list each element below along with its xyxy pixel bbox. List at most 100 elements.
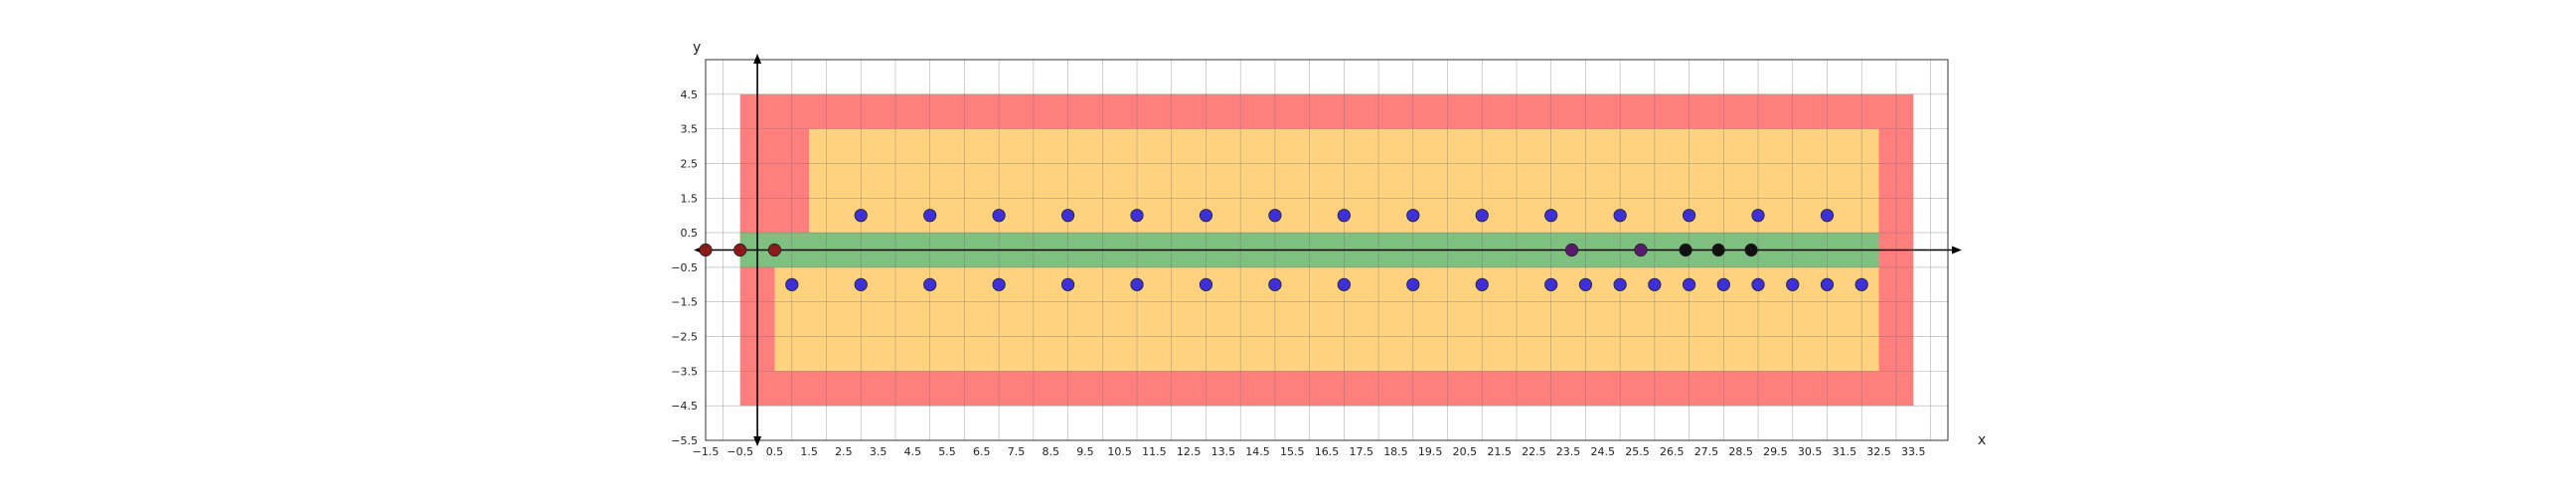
x-tick-label: 24.5: [1591, 445, 1616, 458]
x-tick-label: 5.5: [938, 445, 956, 458]
data-point: [767, 243, 782, 257]
region-2: [774, 266, 1879, 372]
y-tick-label: −5.5: [671, 434, 698, 447]
data-point: [1544, 209, 1558, 223]
x-tick-label: −0.5: [726, 445, 753, 458]
x-tick-label: 8.5: [1042, 445, 1059, 458]
x-tick-label: 2.5: [835, 445, 853, 458]
x-tick-label: 15.5: [1280, 445, 1305, 458]
data-point: [1682, 277, 1696, 291]
data-point: [992, 277, 1006, 291]
x-tick-label: 30.5: [1798, 445, 1823, 458]
data-point: [923, 209, 937, 223]
data-point: [1634, 243, 1648, 257]
points-layer: [699, 209, 1868, 291]
data-point: [1130, 277, 1144, 291]
x-tick-labels: −1.5 −0.5 0.5 1.5 2.5 3.5 4.5 5.5 6.5 7.5 8.5 9.5 10…: [693, 445, 1926, 458]
x-tick-label: 17.5: [1349, 445, 1373, 458]
x-tick-label: −1.5: [693, 445, 720, 458]
y-tick-label: −2.5: [671, 331, 698, 344]
x-tick-label: 7.5: [1008, 445, 1026, 458]
y-tick-label: −0.5: [671, 261, 698, 274]
x-tick-label: 32.5: [1866, 445, 1891, 458]
x-tick-label: 33.5: [1901, 445, 1926, 458]
y-axis-arrow-down: [753, 436, 762, 446]
data-point: [1613, 277, 1627, 291]
data-point: [1751, 209, 1765, 223]
data-point: [1475, 209, 1489, 223]
y-tick-label: 2.5: [681, 157, 699, 170]
data-point: [1060, 277, 1075, 291]
data-point: [1820, 277, 1835, 291]
x-tick-label: 13.5: [1211, 445, 1236, 458]
data-point: [1130, 209, 1144, 223]
x-tick-label: 18.5: [1383, 445, 1408, 458]
data-point: [1578, 277, 1593, 291]
data-point: [992, 209, 1006, 223]
y-tick-labels: −5.5 −4.5 −3.5 −2.5 −1.5 −0.5 0.5 1.5 2.5 3.5 4.5: [671, 88, 698, 447]
x-tick-label: 25.5: [1625, 445, 1650, 458]
data-point: [1406, 277, 1420, 291]
x-tick-label: 23.5: [1556, 445, 1581, 458]
x-tick-label: 31.5: [1833, 445, 1857, 458]
x-tick-label: 10.5: [1107, 445, 1132, 458]
y-tick-label: 1.5: [681, 192, 699, 205]
data-point: [1648, 277, 1662, 291]
y-tick-label: 3.5: [681, 123, 699, 136]
x-axis-arrow-right: [1952, 246, 1962, 254]
data-point: [1682, 209, 1696, 223]
data-point: [1711, 243, 1725, 257]
y-tick-label: 4.5: [681, 88, 699, 101]
data-point: [1475, 277, 1489, 291]
data-point: [1268, 277, 1282, 291]
x-tick-label: 4.5: [904, 445, 922, 458]
x-tick-label: 26.5: [1660, 445, 1685, 458]
data-point: [1820, 209, 1835, 223]
x-tick-label: 0.5: [766, 445, 784, 458]
x-tick-label: 29.5: [1763, 445, 1788, 458]
y-tick-label: −1.5: [671, 296, 698, 309]
data-point: [854, 277, 868, 291]
y-tick-label: −4.5: [671, 400, 698, 413]
y-axis-title: y: [693, 40, 701, 56]
data-point: [923, 277, 937, 291]
x-tick-label: 28.5: [1728, 445, 1753, 458]
data-point: [1744, 243, 1758, 257]
x-tick-label: 20.5: [1453, 445, 1478, 458]
data-point: [1751, 277, 1765, 291]
x-tick-label: 27.5: [1694, 445, 1719, 458]
data-point: [1544, 277, 1558, 291]
data-point: [854, 209, 868, 223]
data-point: [1679, 243, 1692, 257]
y-axis-arrow-up: [753, 54, 762, 64]
x-tick-label: 11.5: [1142, 445, 1167, 458]
data-point: [1060, 209, 1075, 223]
data-point: [1613, 209, 1627, 223]
x-tick-label: 21.5: [1487, 445, 1512, 458]
x-axis-title: x: [1978, 432, 1986, 448]
data-point: [733, 243, 747, 257]
x-tick-label: 9.5: [1076, 445, 1094, 458]
data-point: [1199, 277, 1213, 291]
x-tick-label: 16.5: [1315, 445, 1340, 458]
x-tick-label: 3.5: [870, 445, 887, 458]
x-tick-label: 12.5: [1177, 445, 1202, 458]
data-point: [1716, 277, 1730, 291]
y-tick-label: −3.5: [671, 365, 698, 378]
data-point: [1199, 209, 1213, 223]
data-point: [1854, 277, 1868, 291]
data-point: [1406, 209, 1420, 223]
y-tick-label: 0.5: [681, 227, 699, 240]
x-tick-label: 14.5: [1245, 445, 1270, 458]
x-tick-label: 6.5: [973, 445, 991, 458]
x-tick-label: 1.5: [800, 445, 818, 458]
data-point: [1786, 277, 1800, 291]
data-point: [1337, 209, 1351, 223]
data-point: [699, 243, 713, 257]
x-tick-label: 22.5: [1522, 445, 1546, 458]
data-point: [1337, 277, 1351, 291]
data-point: [1268, 209, 1282, 223]
data-point: [1564, 243, 1579, 257]
data-point: [785, 277, 799, 291]
